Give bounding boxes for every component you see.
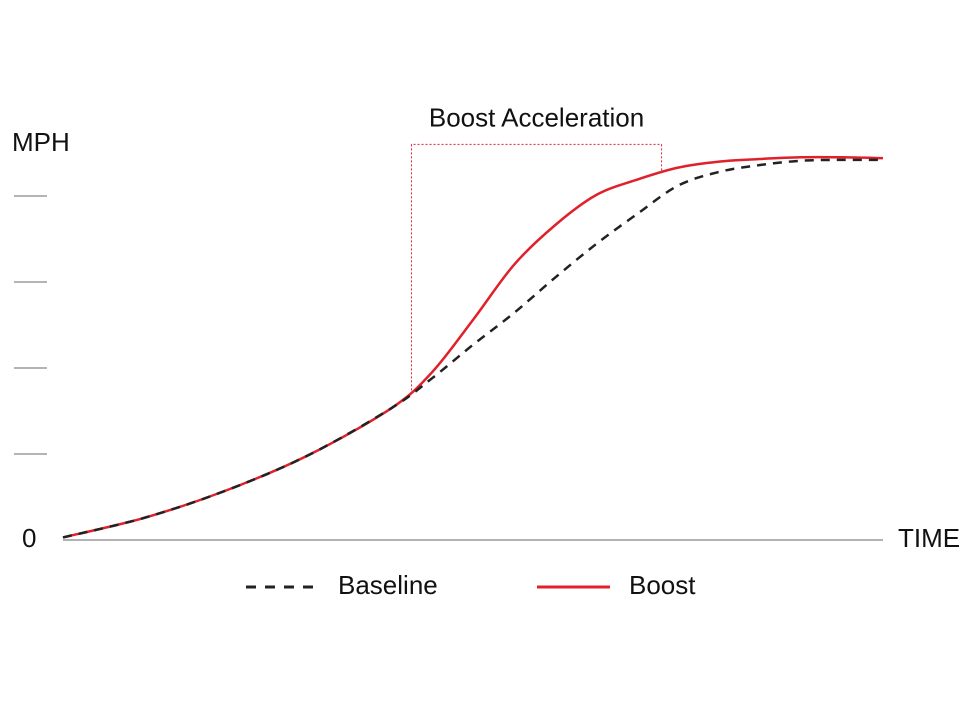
y-axis-label: MPH <box>12 127 70 157</box>
y-axis-origin-label: 0 <box>22 523 36 553</box>
x-axis-label: TIME <box>898 523 960 553</box>
line-1 <box>62 155 884 539</box>
line-0 <box>62 158 884 539</box>
legend-label: Boost <box>629 570 696 600</box>
legend-label: Baseline <box>338 570 438 600</box>
annotation-text: Boost Acceleration <box>429 102 644 132</box>
